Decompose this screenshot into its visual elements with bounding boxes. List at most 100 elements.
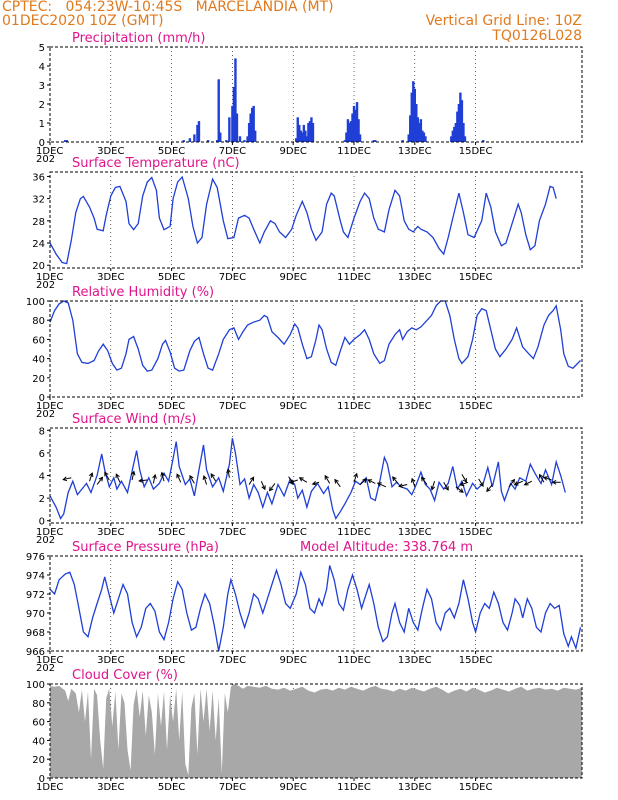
rh-frame [49, 300, 583, 398]
temp-xtick-label: 7DEC [219, 272, 246, 283]
wind-arrowhead [420, 476, 426, 482]
wind-arrowhead [249, 476, 255, 482]
press-ytick-label: 974 [26, 571, 45, 582]
precip-bar [415, 104, 418, 142]
precip-bar [409, 115, 412, 142]
wind-year-label: 202 [36, 535, 55, 546]
wind-arrowhead [551, 479, 557, 485]
precip-bar [462, 123, 465, 142]
wind-arrowhead [311, 480, 317, 486]
press-title: Surface Pressure (hPa) [72, 540, 219, 555]
wind-vector [461, 474, 467, 483]
temp-frame [49, 171, 583, 269]
wind-ytick-label: 2 [39, 494, 45, 505]
wind-vector [89, 472, 93, 482]
wind-vector [353, 473, 358, 483]
press-series-line [49, 565, 582, 652]
wind-frame [49, 427, 583, 524]
press-year-label: 202 [36, 663, 55, 674]
press-xtick-label: 11DEC [337, 655, 371, 666]
temp-xtick-label: 15DEC [459, 272, 493, 283]
rh-xtick-label: 11DEC [337, 401, 371, 412]
wind-arrowhead [538, 473, 544, 479]
press-xtick-label: 9DEC [280, 655, 307, 666]
wind-vector [359, 478, 367, 485]
wind-vector [411, 478, 416, 487]
precip-bar [407, 134, 410, 142]
wind-arrowhead [398, 483, 404, 488]
wind-xtick-label: 15DEC [459, 527, 493, 538]
precip-bar [345, 132, 348, 142]
precip-bar [302, 124, 306, 142]
wind-vector [189, 475, 195, 484]
press-xtick-label: 13DEC [398, 655, 432, 666]
precip-xtick-label: 13DEC [398, 146, 432, 157]
precip-bar [304, 130, 307, 142]
cloud-xtick-label: 5DEC [158, 782, 185, 793]
rh-ytick-label: 40 [32, 355, 45, 366]
temp-xtick-label: 5DEC [158, 272, 185, 283]
precip-bar [410, 92, 413, 142]
temp-xtick-label: 1DEC [36, 272, 63, 283]
wind-title: Surface Wind (m/s) [72, 412, 196, 427]
precip-bar [299, 130, 302, 142]
cloud-xtick-label: 3DEC [97, 782, 124, 793]
rh-ytick-label: 100 [26, 297, 45, 308]
wind-vector [139, 479, 148, 482]
rh-year-label: 202 [36, 409, 55, 420]
precip-bar [421, 130, 424, 142]
cloud-ytick-label: 80 [32, 699, 45, 710]
wind-arrowhead [104, 471, 109, 477]
wind-xtick-label: 3DEC [97, 527, 124, 538]
wind-vector [260, 480, 266, 490]
precip-ytick-label: 1 [39, 119, 45, 130]
cloud-ytick-label: 100 [26, 680, 45, 691]
wind-vector [312, 481, 320, 485]
precip-bar [254, 130, 257, 142]
wind-vector [104, 472, 110, 481]
wind-arrowhead [268, 486, 274, 492]
wind-arrowhead [334, 478, 339, 484]
precip-bar [372, 140, 375, 142]
precip-bar [351, 113, 354, 142]
cloud-xtick-label: 7DEC [219, 782, 246, 793]
rh-xtick-label: 15DEC [459, 401, 493, 412]
rh-xtick-label: 5DEC [158, 401, 185, 412]
wind-vector [203, 475, 208, 485]
wind-vector [227, 469, 230, 478]
precip-bar [352, 105, 356, 142]
header-gridline: Vertical Grid Line: 10Z [425, 13, 582, 29]
wind-arrowhead [98, 476, 104, 482]
precip-bar [296, 117, 299, 142]
wind-ytick-label: 8 [39, 426, 45, 437]
precip-bar [234, 58, 237, 142]
rh-xtick-label: 3DEC [97, 401, 124, 412]
temp-title: Surface Temperature (nC) [72, 156, 240, 171]
wind-vector [176, 473, 182, 483]
precip-bar [252, 105, 255, 142]
precip-bar [250, 107, 254, 142]
precip-bar [216, 140, 219, 142]
press-ytick-label: 970 [26, 609, 45, 620]
precip-bar [482, 140, 485, 142]
precip-bar [374, 140, 377, 142]
press-subtitle: Model Altitude: 338.764 m [300, 540, 473, 555]
precip-year-label: 202 [36, 154, 55, 165]
precip-xtick-label: 7DEC [219, 146, 246, 157]
precip-bar [418, 123, 421, 142]
precip-bar [65, 140, 68, 142]
precip-xtick-label: 15DEC [459, 146, 493, 157]
temp-ytick-label: 20 [32, 261, 45, 272]
wind-arrowhead [479, 482, 484, 488]
precip-bar [460, 100, 464, 142]
wind-vector [210, 473, 217, 482]
precip-bar [196, 124, 199, 142]
precip-bar [422, 132, 426, 142]
precip-bar [243, 140, 246, 142]
temp-xtick-label: 13DEC [398, 272, 432, 283]
wind-arrowhead [542, 476, 548, 481]
wind-vector [398, 484, 408, 487]
cloud-ytick-label: 40 [32, 736, 45, 747]
precip-bar [424, 136, 427, 142]
wind-vector [486, 484, 493, 492]
